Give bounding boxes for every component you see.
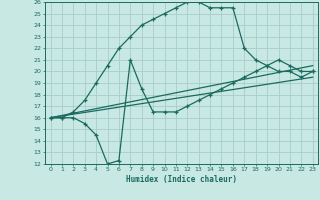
X-axis label: Humidex (Indice chaleur): Humidex (Indice chaleur) [126,175,237,184]
